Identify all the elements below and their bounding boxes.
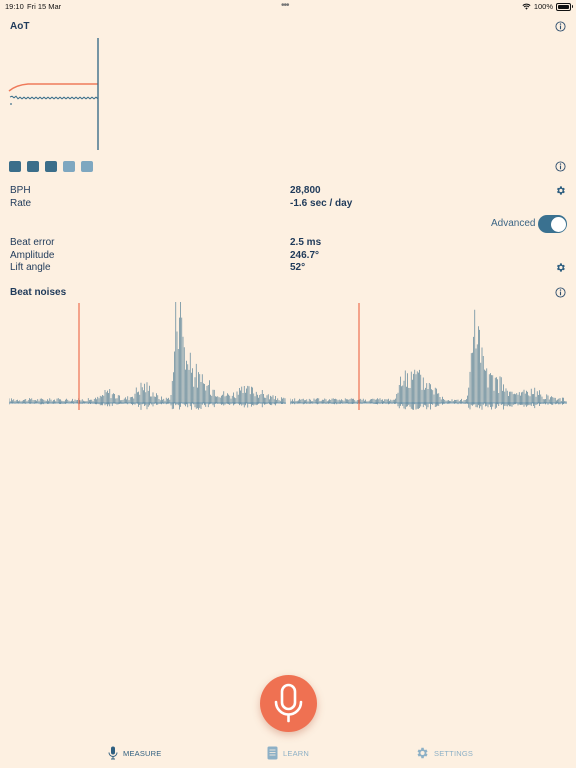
rate-value: -1.6 sec / day: [290, 198, 353, 209]
battery-percent: 100%: [533, 2, 553, 11]
wifi-icon: [522, 3, 531, 10]
record-button[interactable]: [260, 675, 317, 732]
microphone-icon: [108, 746, 118, 760]
beat-noise-waveform-right: [290, 303, 567, 410]
toggle-knob: [550, 216, 566, 232]
tab-settings-label: SETTINGS: [434, 748, 474, 758]
status-bar: 19:10 Fri 15 Mar ••• 100%: [0, 0, 576, 12]
indicator-dot: [45, 161, 57, 172]
bph-label: BPH: [10, 185, 31, 196]
lift-angle-label: Lift angle: [10, 262, 51, 273]
beat-noise-waveform-left: [9, 302, 286, 410]
status-date: Fri 15 Mar: [27, 2, 62, 11]
gear-icon[interactable]: [555, 185, 566, 196]
bph-value: 28,800: [290, 185, 321, 196]
gear-icon: [417, 747, 428, 759]
advanced-toggle[interactable]: [538, 215, 567, 233]
aot-title: AoT: [10, 21, 30, 32]
aot-chart: [8, 38, 99, 150]
info-icon[interactable]: [555, 161, 566, 172]
tab-learn[interactable]: LEARN: [267, 746, 309, 760]
tab-learn-label: LEARN: [283, 748, 310, 758]
advanced-label: Advanced: [491, 218, 536, 229]
book-icon: [267, 746, 278, 760]
indicator-dot: [81, 161, 93, 172]
status-right: 100%: [522, 2, 573, 11]
beat-noise-wave-right: [290, 309, 567, 410]
beat-noises-title: Beat noises: [10, 287, 67, 298]
battery-icon: [556, 2, 573, 11]
indicator-dot: [9, 161, 21, 172]
indicator-dot: [27, 161, 39, 172]
tab-measure-label: MEASURE: [123, 748, 162, 758]
beat-error-value: 2.5 ms: [290, 237, 322, 248]
tab-bar: MEASURE LEARN SETTINGS: [0, 744, 576, 768]
gear-icon[interactable]: [555, 262, 566, 273]
indicator-dots: [9, 161, 93, 172]
info-icon[interactable]: [555, 287, 566, 298]
microphone-icon: [274, 683, 303, 723]
indicator-dot: [63, 161, 75, 172]
multitasking-dots-icon[interactable]: •••: [281, 0, 289, 11]
tab-settings[interactable]: SETTINGS: [415, 746, 473, 760]
amplitude-value: 246.7°: [290, 250, 320, 261]
aot-start-marker: [10, 103, 12, 105]
info-icon[interactable]: [555, 21, 566, 32]
lift-angle-value: 52°: [290, 262, 306, 273]
tab-measure[interactable]: MEASURE: [108, 746, 162, 760]
beat-error-label: Beat error: [10, 237, 55, 248]
rate-label: Rate: [10, 198, 32, 209]
status-time: 19:10: [5, 2, 24, 11]
beat-noise-wave-left: [9, 302, 286, 410]
aot-amplitude-line: [8, 83, 98, 92]
aot-rate-line: [9, 95, 99, 100]
amplitude-label: Amplitude: [10, 250, 55, 261]
